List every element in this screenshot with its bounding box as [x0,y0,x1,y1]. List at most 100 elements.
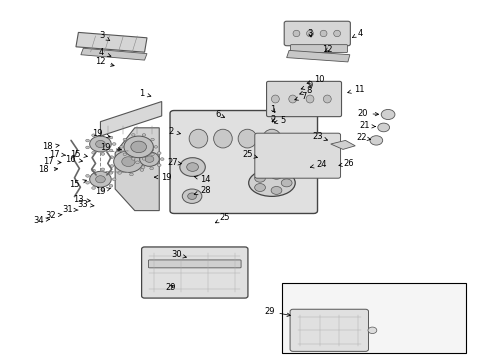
Text: 24: 24 [310,160,326,169]
Circle shape [144,160,148,163]
Ellipse shape [214,129,232,148]
Ellipse shape [271,95,279,103]
Circle shape [131,141,147,153]
Circle shape [136,161,139,164]
Text: 3: 3 [308,29,313,37]
Circle shape [122,157,135,166]
Text: 26: 26 [339,159,354,168]
Circle shape [150,167,153,170]
Text: 29: 29 [264,307,291,316]
Circle shape [140,152,159,166]
Text: 20: 20 [357,109,379,118]
Text: 6: 6 [215,110,224,119]
Circle shape [271,171,282,179]
Circle shape [123,138,126,141]
Text: 8: 8 [300,86,312,95]
Text: 18: 18 [38,165,58,174]
Circle shape [101,153,105,155]
Text: 31: 31 [62,205,78,214]
Circle shape [370,136,383,145]
Circle shape [110,156,114,158]
Text: 18: 18 [42,143,59,152]
FancyBboxPatch shape [255,133,341,178]
Circle shape [92,134,96,137]
Circle shape [378,123,390,132]
Polygon shape [115,128,159,211]
Text: 9: 9 [301,81,313,90]
Circle shape [120,145,123,148]
Circle shape [187,163,198,171]
Circle shape [151,138,154,141]
Text: 5: 5 [274,116,286,125]
FancyBboxPatch shape [170,111,318,213]
Text: 15: 15 [71,150,87,158]
Circle shape [150,149,153,151]
Text: 34: 34 [33,216,49,225]
Circle shape [151,153,154,156]
Circle shape [86,139,89,142]
Circle shape [157,164,161,167]
Circle shape [160,158,164,161]
Circle shape [112,143,116,145]
Circle shape [136,154,139,157]
Circle shape [109,136,113,139]
Text: 30: 30 [172,251,186,259]
Circle shape [180,158,205,176]
Circle shape [92,151,96,154]
Circle shape [90,136,111,152]
Polygon shape [81,48,147,60]
Ellipse shape [307,30,314,37]
Circle shape [368,327,377,333]
Circle shape [140,152,144,155]
Text: 13: 13 [73,195,90,204]
Circle shape [255,184,266,192]
Circle shape [86,146,89,149]
Text: 2: 2 [270,115,276,124]
Ellipse shape [238,129,257,148]
FancyBboxPatch shape [290,309,368,351]
Text: 16: 16 [65,154,82,163]
Circle shape [281,179,292,187]
Text: 2: 2 [169,127,180,136]
Circle shape [141,150,145,152]
Ellipse shape [320,30,327,37]
Circle shape [154,145,157,148]
Text: 32: 32 [46,211,62,220]
Circle shape [188,193,196,199]
Circle shape [112,178,116,181]
Ellipse shape [306,95,314,103]
Polygon shape [100,102,162,136]
Circle shape [110,165,114,167]
Circle shape [101,168,105,171]
Circle shape [132,158,135,160]
Circle shape [255,174,266,182]
Ellipse shape [334,30,341,37]
Text: 25: 25 [243,150,257,159]
Circle shape [92,186,96,189]
Text: 29: 29 [165,283,175,292]
Circle shape [109,171,113,174]
Ellipse shape [249,169,295,197]
Circle shape [114,151,143,172]
Text: 28: 28 [194,186,211,195]
Text: 7: 7 [295,92,307,101]
Text: 11: 11 [348,85,364,94]
Circle shape [101,188,105,190]
FancyBboxPatch shape [148,260,241,268]
Text: 33: 33 [77,200,94,209]
Circle shape [129,148,133,150]
Polygon shape [76,32,147,52]
Circle shape [101,133,105,135]
Circle shape [90,171,111,187]
Circle shape [141,166,145,168]
Text: 21: 21 [360,122,375,130]
Circle shape [132,134,135,136]
Text: 10: 10 [307,76,324,85]
Circle shape [271,186,282,194]
Text: 19: 19 [154,173,171,181]
Polygon shape [331,140,355,149]
FancyBboxPatch shape [291,45,347,53]
Circle shape [86,181,89,184]
Text: 4: 4 [352,29,363,37]
FancyBboxPatch shape [284,21,350,46]
